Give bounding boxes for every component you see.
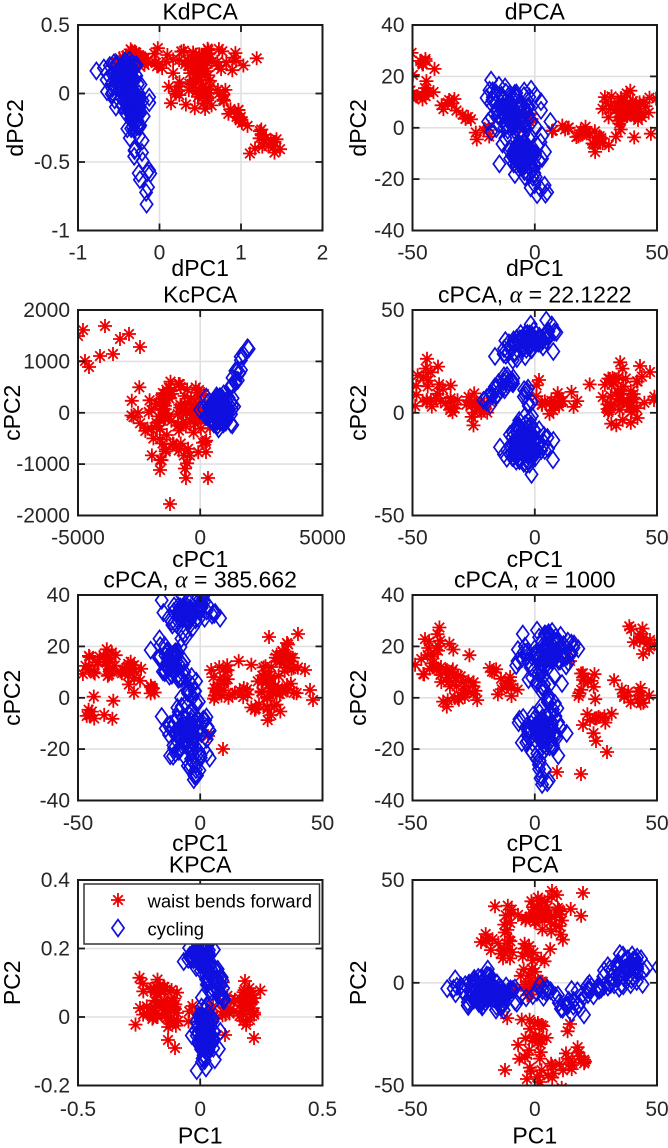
svg-text:0: 0 — [194, 1098, 206, 1121]
svg-text:0: 0 — [194, 527, 206, 550]
svg-text:cPC1: cPC1 — [172, 830, 228, 856]
svg-text:-1000: -1000 — [16, 453, 70, 476]
svg-text:-40: -40 — [40, 790, 70, 813]
svg-text:PC2: PC2 — [345, 960, 371, 1005]
svg-text:-50: -50 — [397, 527, 427, 550]
svg-text:1: 1 — [235, 242, 247, 265]
svg-text:0.5: 0.5 — [308, 1098, 337, 1121]
svg-text:KdPCA: KdPCA — [162, 0, 238, 25]
svg-text:dPC2: dPC2 — [2, 99, 28, 157]
svg-text:0: 0 — [529, 242, 541, 265]
svg-text:20: 20 — [381, 635, 404, 658]
svg-text:dPC2: dPC2 — [345, 99, 371, 157]
svg-text:50: 50 — [645, 242, 668, 265]
svg-text:KcPCA: KcPCA — [163, 282, 238, 308]
svg-text:50: 50 — [381, 869, 404, 892]
svg-text:0.4: 0.4 — [41, 869, 71, 892]
svg-text:-20: -20 — [40, 738, 70, 761]
svg-text:PCA: PCA — [511, 852, 559, 878]
svg-text:dPC1: dPC1 — [506, 255, 564, 281]
svg-text:40: 40 — [47, 584, 70, 607]
svg-text:-50: -50 — [397, 242, 427, 265]
svg-text:KPCA: KPCA — [169, 852, 232, 878]
svg-text:0: 0 — [393, 402, 405, 425]
svg-text:cPC1: cPC1 — [172, 546, 228, 572]
svg-text:0: 0 — [58, 1006, 70, 1029]
svg-text:0: 0 — [529, 812, 541, 835]
svg-text:PC1: PC1 — [512, 1123, 557, 1148]
svg-text:-2000: -2000 — [16, 505, 70, 528]
svg-text:50: 50 — [381, 299, 404, 322]
svg-text:-1: -1 — [69, 242, 88, 265]
svg-text:cPC2: cPC2 — [345, 385, 371, 441]
svg-text:20: 20 — [47, 635, 70, 658]
svg-text:-50: -50 — [397, 1098, 427, 1121]
svg-text:cPC1: cPC1 — [507, 546, 563, 572]
svg-text:-20: -20 — [374, 738, 404, 761]
svg-text:40: 40 — [381, 14, 404, 37]
svg-text:-50: -50 — [374, 1075, 404, 1098]
svg-text:0: 0 — [393, 687, 405, 710]
svg-text:cycling: cycling — [148, 919, 205, 940]
svg-text:2000: 2000 — [23, 299, 70, 322]
svg-text:0: 0 — [154, 242, 166, 265]
svg-text:-40: -40 — [374, 790, 404, 813]
svg-text:-40: -40 — [374, 220, 404, 243]
svg-text:cPC2: cPC2 — [345, 670, 371, 726]
svg-text:0: 0 — [393, 972, 405, 995]
svg-text:50: 50 — [645, 812, 668, 835]
svg-text:40: 40 — [381, 584, 404, 607]
svg-text:0: 0 — [58, 402, 70, 425]
svg-text:-20: -20 — [374, 168, 404, 191]
svg-text:50: 50 — [311, 812, 334, 835]
svg-text:0: 0 — [58, 687, 70, 710]
svg-text:0: 0 — [529, 1098, 541, 1121]
svg-text:cPC2: cPC2 — [0, 385, 25, 441]
svg-text:0.5: 0.5 — [41, 14, 70, 37]
svg-text:0: 0 — [58, 83, 70, 106]
svg-text:0.2: 0.2 — [41, 938, 70, 961]
svg-text:0: 0 — [529, 527, 541, 550]
svg-text:cPC1: cPC1 — [507, 830, 563, 856]
svg-text:dPC1: dPC1 — [171, 255, 229, 281]
svg-text:cPCA, α = 1000: cPCA, α = 1000 — [454, 567, 616, 594]
svg-text:-1: -1 — [51, 220, 70, 243]
svg-text:50: 50 — [645, 1098, 668, 1121]
svg-text:-50: -50 — [63, 812, 93, 835]
svg-text:-0.5: -0.5 — [34, 151, 70, 174]
svg-text:PC1: PC1 — [178, 1123, 223, 1148]
svg-text:-50: -50 — [397, 812, 427, 835]
svg-text:5000: 5000 — [299, 527, 346, 550]
svg-text:0: 0 — [393, 117, 405, 140]
svg-text:cPC2: cPC2 — [0, 670, 25, 726]
svg-text:20: 20 — [381, 65, 404, 88]
svg-text:-5000: -5000 — [51, 527, 105, 550]
svg-text:waist bends forward: waist bends forward — [147, 891, 313, 912]
svg-text:-50: -50 — [374, 505, 404, 528]
svg-text:PC2: PC2 — [0, 960, 25, 1005]
svg-text:2: 2 — [317, 242, 329, 265]
svg-text:cPCA, α = 22.1222: cPCA, α = 22.1222 — [438, 282, 632, 309]
svg-text:50: 50 — [645, 527, 668, 550]
svg-text:-0.2: -0.2 — [34, 1075, 70, 1098]
svg-text:cPCA, α = 385.662: cPCA, α = 385.662 — [103, 567, 297, 594]
svg-text:1000: 1000 — [23, 350, 70, 373]
svg-text:dPCA: dPCA — [505, 0, 566, 25]
svg-text:0: 0 — [194, 812, 206, 835]
svg-text:-0.5: -0.5 — [60, 1098, 96, 1121]
